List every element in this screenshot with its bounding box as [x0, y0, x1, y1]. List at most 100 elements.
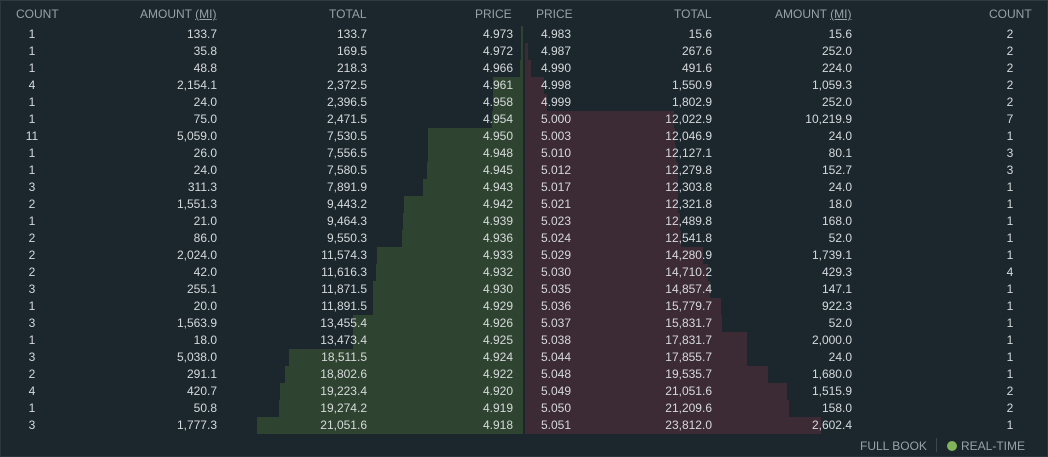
full-book-link[interactable]: FULL BOOK: [860, 439, 927, 453]
ask-total: 267.6: [681, 44, 712, 58]
ask-total: 15,779.7: [665, 299, 712, 313]
bid-depth-bar: [289, 349, 523, 366]
ask-row[interactable]: 5.036 15,779.7 922.3 1: [525, 298, 1045, 315]
ask-row[interactable]: 4.983 15.6 15.6 2: [525, 26, 1045, 43]
bid-row[interactable]: 1 18.0 13,473.4 4.925: [1, 332, 525, 349]
ask-row[interactable]: 5.038 17,831.7 2,000.0 1: [525, 332, 1045, 349]
bid-total: 11,574.3: [321, 248, 367, 262]
ask-row[interactable]: 5.051 23,812.0 2,602.4 1: [525, 417, 1045, 434]
ask-depth-bar: [525, 162, 678, 179]
ask-amount: 24.0: [828, 350, 852, 364]
ask-total: 14,710.2: [665, 265, 712, 279]
ask-row[interactable]: 5.030 14,710.2 429.3 4: [525, 264, 1045, 281]
ask-count-header[interactable]: COUNT: [989, 7, 1032, 21]
ask-amount-header[interactable]: AMOUNT (MI): [775, 7, 852, 21]
ask-row[interactable]: 5.044 17,855.7 24.0 1: [525, 349, 1045, 366]
bid-row[interactable]: 1 133.7 133.7 4.973: [1, 26, 525, 43]
ask-row[interactable]: 5.021 12,321.8 18.0 1: [525, 196, 1045, 213]
bid-row[interactable]: 3 1,777.3 21,051.6 4.918: [1, 417, 525, 434]
bid-row[interactable]: 1 75.0 2,471.5 4.954: [1, 111, 525, 128]
bid-row[interactable]: 3 311.3 7,891.9 4.943: [1, 179, 525, 196]
bid-depth-bar: [279, 400, 523, 417]
ask-row[interactable]: 4.990 491.6 224.0 2: [525, 60, 1045, 77]
ask-total: 12,127.1: [665, 146, 712, 160]
bid-total: 7,580.5: [326, 163, 367, 177]
ask-count: 2: [1006, 95, 1014, 109]
bid-count-header[interactable]: COUNT: [16, 7, 59, 21]
ask-price: 4.999: [541, 95, 572, 109]
ask-row[interactable]: 5.017 12,303.8 24.0 1: [525, 179, 1045, 196]
bid-count: 2: [28, 231, 36, 245]
bid-total-header[interactable]: TOTAL: [329, 7, 367, 21]
bid-row[interactable]: 2 86.0 9,550.3 4.936: [1, 230, 525, 247]
bid-row[interactable]: 3 5,038.0 18,511.5 4.924: [1, 349, 525, 366]
ask-row[interactable]: 5.000 12,022.9 10,219.9 7: [525, 111, 1045, 128]
bid-amount-unit[interactable]: (MI): [195, 7, 217, 21]
ask-row[interactable]: 4.987 267.6 252.0 2: [525, 43, 1045, 60]
ask-total: 17,855.7: [665, 350, 712, 364]
bid-row[interactable]: 4 420.7 19,223.4 4.920: [1, 383, 525, 400]
ask-row[interactable]: 5.023 12,489.8 168.0 1: [525, 213, 1045, 230]
ask-row[interactable]: 5.003 12,046.9 24.0 1: [525, 128, 1045, 145]
bid-amount-header[interactable]: AMOUNT (MI): [140, 7, 217, 21]
ask-total-header[interactable]: TOTAL: [674, 7, 712, 21]
bid-total: 2,471.5: [326, 112, 367, 126]
bid-row[interactable]: 1 24.0 2,396.5 4.958: [1, 94, 525, 111]
ask-amount: 15.6: [828, 27, 852, 41]
ask-amount-unit[interactable]: (MI): [830, 7, 852, 21]
ask-price: 5.036: [541, 299, 572, 313]
bid-amount: 24.0: [193, 163, 217, 177]
bid-price: 4.958: [482, 95, 513, 109]
ask-depth-bar: [525, 383, 787, 400]
bid-row[interactable]: 1 35.8 169.5 4.972: [1, 43, 525, 60]
ask-price: 5.021: [541, 197, 572, 211]
bid-depth-bar: [493, 77, 523, 94]
ask-row[interactable]: 5.050 21,209.6 158.0 2: [525, 400, 1045, 417]
ask-row[interactable]: 5.035 14,857.4 147.1 1: [525, 281, 1045, 298]
bid-row[interactable]: 2 291.1 18,802.6 4.922: [1, 366, 525, 383]
bid-price: 4.932: [482, 265, 513, 279]
ask-row[interactable]: 5.048 19,535.7 1,680.0 1: [525, 366, 1045, 383]
ask-price: 5.048: [541, 367, 572, 381]
ask-row[interactable]: 4.998 1,550.9 1,059.3 2: [525, 77, 1045, 94]
bid-count: 2: [28, 265, 36, 279]
ask-amount: 152.7: [821, 163, 852, 177]
ask-depth-bar: [525, 349, 747, 366]
ask-row[interactable]: 5.029 14,280.9 1,739.1 1: [525, 247, 1045, 264]
bid-row[interactable]: 1 21.0 9,464.3 4.939: [1, 213, 525, 230]
ask-row[interactable]: 5.010 12,127.1 80.1 3: [525, 145, 1045, 162]
bid-row[interactable]: 4 2,154.1 2,372.5 4.961: [1, 77, 525, 94]
bid-row[interactable]: 1 50.8 19,274.2 4.919: [1, 400, 525, 417]
ask-amount: 2,602.4: [811, 418, 852, 432]
bid-row[interactable]: 2 2,024.0 11,574.3 4.933: [1, 247, 525, 264]
bid-row[interactable]: 1 48.8 218.3 4.966: [1, 60, 525, 77]
bid-total: 18,511.5: [321, 350, 367, 364]
ask-amount: 1,739.1: [811, 248, 852, 262]
ask-price-header[interactable]: PRICE: [536, 7, 573, 21]
ask-price: 4.990: [541, 61, 572, 75]
ask-amount: 252.0: [821, 44, 852, 58]
bid-row[interactable]: 3 255.1 11,871.5 4.930: [1, 281, 525, 298]
bid-row[interactable]: 2 1,551.3 9,443.2 4.942: [1, 196, 525, 213]
bid-amount: 35.8: [193, 44, 217, 58]
ask-row[interactable]: 5.049 21,051.6 1,515.9 2: [525, 383, 1045, 400]
ask-row[interactable]: 4.999 1,802.9 252.0 2: [525, 94, 1045, 111]
bid-count: 2: [28, 367, 36, 381]
ask-total: 21,051.6: [665, 384, 712, 398]
real-time-toggle[interactable]: REAL-TIME: [947, 438, 1025, 454]
bid-row[interactable]: 11 5,059.0 7,530.5 4.950: [1, 128, 525, 145]
bid-total: 9,464.3: [326, 214, 367, 228]
ask-row[interactable]: 5.037 15,831.7 52.0 1: [525, 315, 1045, 332]
bid-row[interactable]: 1 24.0 7,580.5 4.945: [1, 162, 525, 179]
bid-row[interactable]: 1 26.0 7,556.5 4.948: [1, 145, 525, 162]
bid-row[interactable]: 3 1,563.9 13,455.4 4.926: [1, 315, 525, 332]
bid-row[interactable]: 1 20.0 11,891.5 4.929: [1, 298, 525, 315]
bid-row[interactable]: 2 42.0 11,616.3 4.932: [1, 264, 525, 281]
bid-price-header[interactable]: PRICE: [475, 7, 512, 21]
bid-price: 4.922: [482, 367, 513, 381]
ask-amount: 52.0: [828, 316, 852, 330]
ask-row[interactable]: 5.012 12,279.8 152.7 3: [525, 162, 1045, 179]
ask-row[interactable]: 5.024 12,541.8 52.0 1: [525, 230, 1045, 247]
bid-price: 4.954: [482, 112, 513, 126]
